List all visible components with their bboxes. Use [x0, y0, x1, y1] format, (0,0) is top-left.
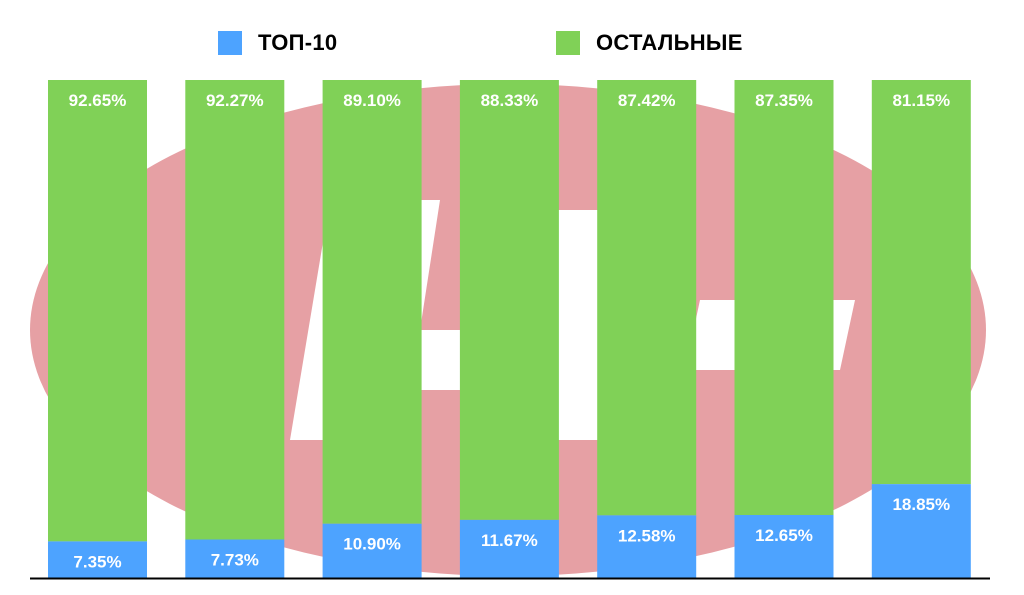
bar-top10-2	[185, 539, 285, 578]
bar-others-5	[597, 80, 697, 516]
bar-top10-6	[734, 515, 834, 578]
bar-others-6	[734, 80, 834, 516]
data-label-top10-7: 18.85%	[892, 495, 950, 514]
data-label-others-1: 92.65%	[69, 91, 127, 110]
data-label-top10-1: 7.35%	[73, 552, 121, 571]
data-label-others-5: 87.42%	[618, 91, 676, 110]
data-label-top10-2: 7.73%	[211, 551, 259, 570]
data-label-top10-6: 12.65%	[755, 526, 813, 545]
legend-label-others: ОСТАЛЬНЫЕ	[596, 30, 743, 55]
bar-others-1	[48, 80, 147, 542]
bars-group: 92.65% 7.35% 92.27% 7.73% 89.10% 10.90% 88.33%…	[48, 80, 971, 578]
data-label-top10-4: 11.67%	[481, 531, 538, 550]
bar-top10-3	[322, 523, 422, 578]
data-label-top10-3: 10.90%	[343, 535, 401, 554]
data-label-top10-5: 12.58%	[618, 526, 676, 545]
bar-top10-7	[871, 484, 971, 578]
legend-item-others: ОСТАЛЬНЫЕ	[556, 28, 743, 58]
legend-item-top10: ТОП-10	[218, 28, 337, 58]
legend-swatch-others	[556, 31, 580, 55]
bar-others-4	[459, 80, 559, 520]
bar-others-2	[185, 80, 285, 540]
bar-others-7	[871, 80, 971, 485]
bar-top10-5	[597, 515, 697, 578]
data-label-others-3: 89.10%	[343, 91, 401, 110]
bar-top10-1	[48, 541, 147, 578]
data-label-others-4: 88.33%	[481, 91, 539, 110]
bar-top10-4	[459, 519, 559, 578]
data-label-others-6: 87.35%	[755, 91, 813, 110]
legend-label-top10: ТОП-10	[258, 30, 338, 55]
data-label-others-7: 81.15%	[892, 91, 950, 110]
bar-others-3	[322, 80, 422, 524]
legend-swatch-top10	[218, 31, 242, 55]
data-label-others-2: 92.27%	[206, 91, 264, 110]
